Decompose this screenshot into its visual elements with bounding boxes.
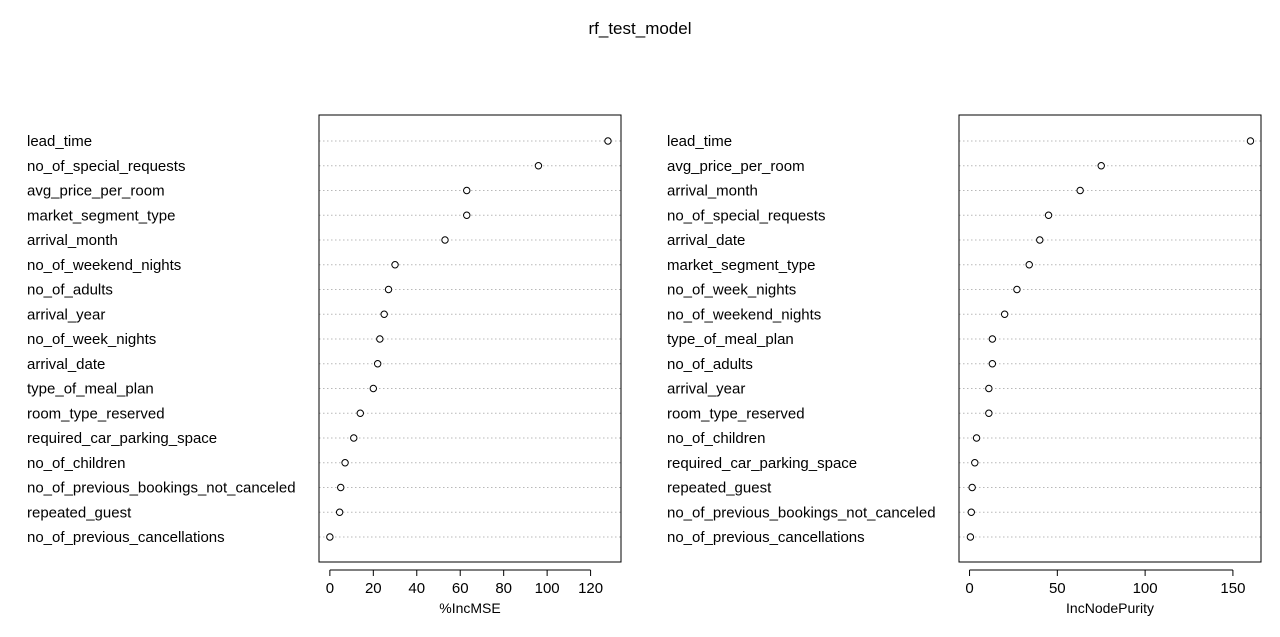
data-point bbox=[380, 310, 388, 318]
category-label: arrival_date bbox=[27, 356, 105, 373]
category-label: required_car_parking_space bbox=[667, 455, 857, 472]
category-label: repeated_guest bbox=[27, 504, 132, 521]
data-point bbox=[326, 533, 334, 541]
x-tick-label: 60 bbox=[452, 580, 469, 597]
data-point bbox=[356, 409, 364, 417]
data-point bbox=[341, 459, 349, 467]
x-tick-label: 150 bbox=[1220, 580, 1245, 597]
category-label: no_of_week_nights bbox=[667, 282, 796, 299]
data-point bbox=[463, 211, 471, 219]
x-tick-label: 40 bbox=[408, 580, 425, 597]
data-point bbox=[966, 533, 975, 541]
data-point bbox=[604, 137, 612, 145]
category-label: no_of_previous_bookings_not_canceled bbox=[27, 480, 296, 497]
data-point bbox=[1246, 137, 1255, 145]
x-axis-label: IncNodePurity bbox=[1066, 600, 1154, 616]
category-label: no_of_weekend_nights bbox=[667, 306, 821, 323]
category-label: no_of_previous_cancellations bbox=[667, 529, 865, 546]
category-label: arrival_month bbox=[27, 232, 118, 249]
category-label: no_of_adults bbox=[667, 356, 753, 373]
category-label: lead_time bbox=[27, 133, 92, 150]
data-point bbox=[376, 335, 384, 343]
data-point bbox=[373, 360, 382, 368]
data-point bbox=[988, 360, 997, 368]
category-label: market_segment_type bbox=[667, 257, 815, 274]
data-point bbox=[968, 483, 976, 492]
category-label: no_of_previous_cancellations bbox=[27, 529, 225, 546]
data-point bbox=[1076, 186, 1084, 195]
category-label: no_of_children bbox=[27, 455, 125, 472]
x-axis-label: %IncMSE bbox=[439, 600, 500, 616]
data-point bbox=[350, 434, 358, 442]
figure-title: rf_test_model bbox=[589, 19, 692, 38]
data-point bbox=[534, 162, 543, 170]
data-point bbox=[384, 285, 393, 294]
data-point bbox=[1044, 211, 1053, 219]
x-tick-label: 0 bbox=[965, 580, 973, 597]
category-label: type_of_meal_plan bbox=[27, 381, 154, 398]
category-label: market_segment_type bbox=[27, 207, 175, 224]
plot-frame bbox=[958, 114, 1262, 563]
category-label: lead_time bbox=[667, 133, 732, 150]
data-point bbox=[971, 459, 979, 467]
data-point bbox=[1097, 162, 1105, 170]
x-tick-label: 20 bbox=[365, 580, 382, 597]
category-label: required_car_parking_space bbox=[27, 430, 217, 447]
category-label: avg_price_per_room bbox=[667, 158, 805, 175]
x-tick-label: 80 bbox=[495, 580, 512, 597]
panel-inc-node-purity: lead_time avg_price_per_room arrival_month… bbox=[667, 114, 1262, 616]
data-point bbox=[391, 261, 399, 269]
data-point bbox=[1025, 261, 1033, 269]
data-point bbox=[441, 236, 449, 244]
x-tick-label: 100 bbox=[1133, 580, 1158, 597]
data-point bbox=[1036, 236, 1044, 244]
data-point bbox=[1000, 310, 1009, 318]
category-label: no_of_previous_bookings_not_canceled bbox=[667, 504, 936, 521]
data-point bbox=[972, 434, 981, 442]
data-point bbox=[985, 384, 993, 393]
data-point bbox=[369, 384, 378, 393]
data-point bbox=[967, 508, 975, 516]
category-label: arrival_year bbox=[27, 306, 105, 323]
category-label: type_of_meal_plan bbox=[667, 331, 794, 348]
category-label: no_of_week_nights bbox=[27, 331, 156, 348]
category-label: arrival_year bbox=[667, 381, 745, 398]
category-label: no_of_children bbox=[667, 430, 765, 447]
category-label: arrival_month bbox=[667, 183, 758, 200]
category-label: no_of_special_requests bbox=[27, 158, 185, 175]
data-point bbox=[1013, 285, 1021, 294]
category-label: no_of_weekend_nights bbox=[27, 257, 181, 274]
category-label: arrival_date bbox=[667, 232, 745, 249]
x-tick-label: 50 bbox=[1049, 580, 1066, 597]
category-label: no_of_special_requests bbox=[667, 207, 825, 224]
x-tick-label: 100 bbox=[535, 580, 560, 597]
x-tick-label: 0 bbox=[326, 580, 334, 597]
data-point bbox=[463, 186, 471, 195]
data-point bbox=[335, 508, 344, 516]
data-point bbox=[985, 409, 993, 417]
category-label: no_of_adults bbox=[27, 282, 113, 299]
data-point bbox=[337, 483, 345, 492]
category-label: room_type_reserved bbox=[27, 405, 165, 422]
data-point bbox=[988, 335, 997, 343]
category-label: repeated_guest bbox=[667, 480, 772, 497]
plot-frame bbox=[318, 114, 622, 563]
category-label: room_type_reserved bbox=[667, 405, 805, 422]
panel-inc-mse: lead_time no_of_special_requests avg_price… bbox=[27, 114, 622, 616]
x-tick-label: 120 bbox=[578, 580, 603, 597]
category-label: avg_price_per_room bbox=[27, 183, 165, 200]
